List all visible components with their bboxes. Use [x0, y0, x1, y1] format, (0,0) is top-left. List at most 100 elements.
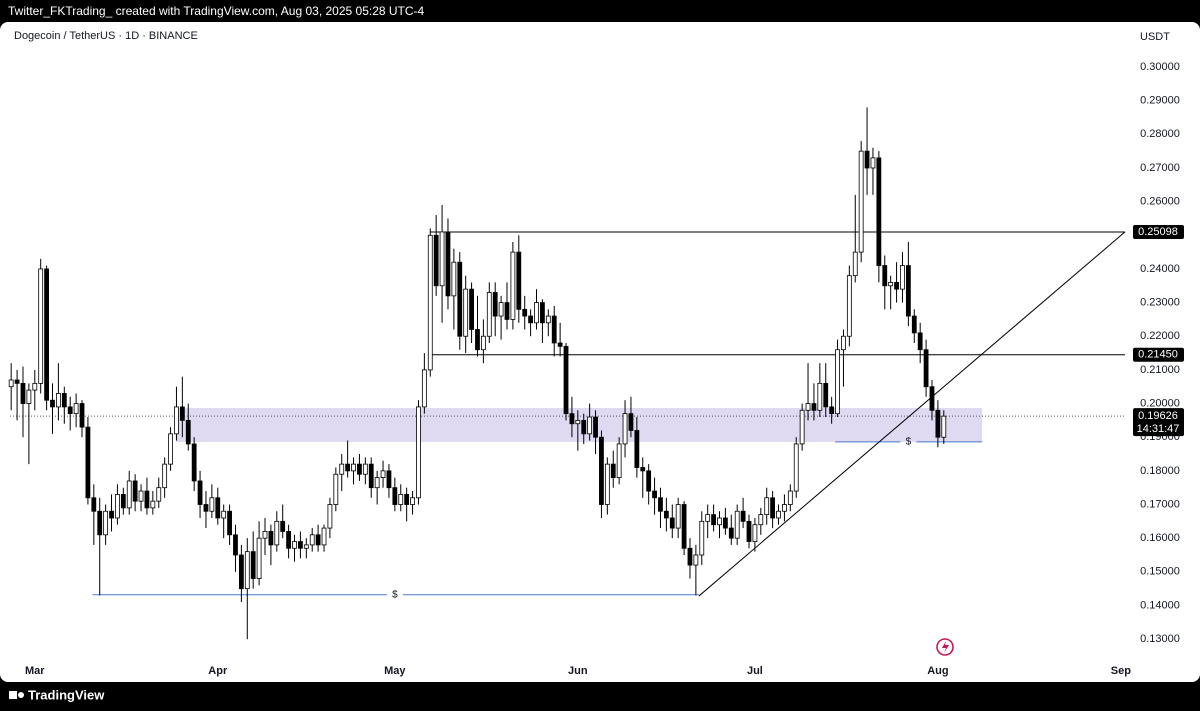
candle-body	[905, 265, 911, 317]
candle-body	[864, 150, 870, 169]
candle-body	[687, 547, 693, 566]
candle-body	[8, 379, 14, 388]
caption: Twitter_FKTrading_ created with TradingV…	[8, 4, 425, 18]
x-tick-label: Jul	[747, 665, 763, 677]
candle-body	[787, 490, 793, 505]
last-price-box	[1133, 408, 1184, 437]
candle-body	[174, 406, 179, 435]
candle-body	[138, 490, 144, 502]
candle-body	[929, 386, 935, 411]
candle-body	[262, 531, 268, 539]
x-tick-label: Mar	[25, 665, 45, 677]
candle-body	[109, 510, 114, 519]
y-tick-label: 0.30000	[1140, 61, 1180, 73]
candle-body	[280, 520, 286, 532]
candle-body	[20, 382, 26, 404]
candle-body	[67, 406, 73, 415]
candle-body	[256, 537, 262, 579]
candle-body	[197, 480, 203, 505]
candle-body	[268, 531, 274, 546]
candle-body	[510, 251, 516, 320]
chart-panel	[0, 22, 1200, 682]
candle-body	[610, 463, 616, 478]
last-price-label: 0.19626	[1138, 410, 1178, 422]
y-tick-label: 0.15000	[1140, 566, 1180, 578]
candle-body	[498, 302, 504, 317]
candle-body	[817, 382, 823, 411]
y-tick-label: 0.20000	[1140, 397, 1180, 409]
candle-body	[581, 419, 587, 435]
icon	[936, 638, 954, 656]
x-tick-label: May	[384, 665, 406, 677]
candle-body	[191, 443, 197, 482]
candle-body	[309, 534, 315, 546]
y-tick-label: 0.24000	[1140, 263, 1180, 275]
candle-body	[368, 463, 374, 489]
candle-body	[168, 433, 173, 465]
candle-body	[522, 308, 528, 317]
candle-body	[32, 382, 38, 391]
level-box	[1133, 224, 1184, 239]
candle-body	[805, 403, 811, 411]
candle-body	[404, 494, 410, 505]
y-tick-label: 0.27000	[1140, 162, 1180, 174]
candle-body	[841, 335, 846, 351]
candle-body	[362, 463, 368, 475]
candle-body	[274, 520, 280, 546]
candle-body	[540, 302, 545, 324]
candle-body	[894, 282, 899, 290]
candle-body	[115, 494, 120, 519]
candle-body	[38, 268, 44, 384]
candle-body	[634, 430, 640, 468]
candle-body	[298, 541, 303, 549]
candle-body	[250, 551, 256, 579]
candle-body	[439, 231, 445, 287]
candle-body	[410, 497, 415, 505]
x-tick-label: Sep	[1111, 665, 1131, 677]
candle-body	[752, 524, 758, 542]
candle-body	[238, 554, 244, 590]
candle-body	[50, 399, 55, 408]
candle-body	[469, 288, 474, 330]
x-tick-label: Jun	[568, 665, 588, 677]
candle-body	[14, 379, 20, 384]
candle-body	[97, 510, 103, 536]
y-tick-label: 0.13000	[1140, 633, 1180, 645]
candle-body	[545, 315, 551, 324]
candle-body	[480, 335, 486, 351]
candle-body	[717, 517, 722, 526]
candle-body	[433, 234, 439, 287]
candle-body	[734, 510, 740, 539]
candle-body	[221, 510, 227, 519]
y-tick-label: 0.18000	[1140, 465, 1180, 477]
candle-body	[923, 349, 929, 388]
candle-body	[73, 403, 79, 415]
candle-body	[61, 393, 67, 408]
candle-body	[392, 487, 398, 505]
candle-body	[492, 292, 498, 317]
candle-body	[457, 261, 463, 337]
candle-body	[486, 292, 492, 337]
y-tick-label: 0.21000	[1140, 364, 1180, 376]
candle-body	[179, 406, 185, 421]
candle-body	[233, 534, 238, 556]
chart-title: Dogecoin / TetherUS · 1D · BINANCE	[14, 30, 198, 42]
level-label: 0.21450	[1138, 349, 1178, 361]
candle-body	[463, 288, 469, 337]
candle-body	[56, 393, 61, 408]
candle-body	[286, 531, 292, 549]
candle-body	[563, 345, 569, 415]
candle-body	[227, 510, 232, 536]
candle-body	[658, 497, 663, 512]
level-box	[1133, 347, 1184, 362]
candle-body	[852, 251, 858, 277]
candle-body	[764, 497, 770, 516]
candle-body	[823, 382, 829, 408]
candle-body	[327, 504, 333, 529]
liquidity-label: $	[392, 589, 398, 600]
zone	[175, 407, 983, 442]
candle-body	[811, 403, 817, 411]
candle-body	[357, 463, 362, 475]
